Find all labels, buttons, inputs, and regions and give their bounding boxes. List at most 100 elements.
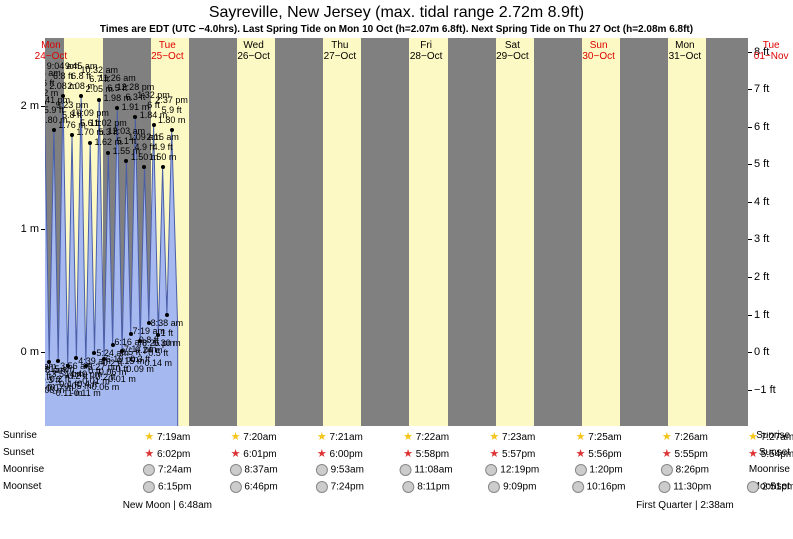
astro-moonset: 8:11pm: [402, 481, 449, 493]
date-label: Sun 30−Oct: [555, 40, 643, 62]
astro-moonset: 9:09pm: [488, 481, 536, 493]
moon-phase-note: First Quarter | 2:38am: [636, 500, 734, 511]
footer-row-label: Moonrise: [3, 464, 44, 475]
astro-sunrise: ★ 7:22am: [403, 430, 449, 443]
y-tick-right: 6 ft: [754, 121, 769, 133]
astro-sunrise: ★ 7:23am: [489, 430, 535, 443]
tide-extreme-dot: [161, 165, 165, 169]
tide-extreme-dot: [92, 351, 96, 355]
tide-chart: Sayreville, New Jersey (max. tidal range…: [0, 0, 793, 539]
tide-extreme-dot: [66, 364, 70, 368]
tide-extreme-dot: [124, 159, 128, 163]
astro-sunset: ★ 6:01pm: [231, 447, 277, 460]
y-tick-left: 0 m: [21, 346, 39, 358]
date-label: Fri 28−Oct: [382, 40, 470, 62]
astro-sunset: ★ 6:00pm: [317, 447, 363, 460]
star-icon: ★: [576, 431, 586, 443]
astro-sunset: ★ 5:58pm: [403, 447, 449, 460]
tide-extreme-dot: [120, 349, 124, 353]
moon-icon: [575, 464, 587, 476]
astro-moonrise: 12:19pm: [486, 464, 540, 476]
tide-extreme-dot: [142, 165, 146, 169]
date-label: Mon 31−Oct: [641, 40, 729, 62]
plot-area: 2:35 am -0.2 ft -0.05 m8:26 am 6.6 ft 2.…: [45, 38, 748, 426]
y-tick-right: 1 ft: [754, 309, 769, 321]
y-tick-right: 2 ft: [754, 271, 769, 283]
moon-icon: [747, 481, 759, 493]
moon-icon: [316, 464, 328, 476]
tide-extreme-dot: [102, 357, 106, 361]
tide-extreme-dot: [147, 321, 151, 325]
astro-moonrise: 11:08am: [400, 464, 453, 476]
astro-moonset: 6:46pm: [230, 481, 278, 493]
star-icon: ★: [403, 448, 413, 460]
astro-moonset: 2:51pm: [747, 481, 793, 493]
astro-moonrise: 9:53am: [316, 464, 364, 476]
moon-icon: [486, 464, 498, 476]
astro-sunrise: ★ 7:21am: [317, 430, 363, 443]
moon-icon: [402, 481, 414, 493]
tide-extreme-dot: [74, 356, 78, 360]
astro-sunset: ★ 5:56pm: [576, 447, 622, 460]
date-label: Wed 26−Oct: [210, 40, 298, 62]
tide-extreme-dot: [133, 115, 137, 119]
astro-sunrise: ★ 7:25am: [576, 430, 622, 443]
astro-sunrise: ★ 7:27am: [748, 430, 793, 443]
astro-moonset: 10:16pm: [572, 481, 626, 493]
y-tick-left: 2 m: [21, 100, 39, 112]
y-tick-right: 3 ft: [754, 233, 769, 245]
tide-extreme-dot: [79, 94, 83, 98]
y-tick-right: −1 ft: [754, 384, 776, 396]
astro-sunrise: ★ 7:26am: [662, 430, 708, 443]
date-label: Tue 25−Oct: [123, 40, 211, 62]
y-axis-left: 0 m1 m2 m: [0, 38, 45, 426]
date-label: Mon 24−Oct: [7, 40, 95, 62]
footer-row-label: Moonrise: [749, 464, 790, 475]
tide-extreme-dot: [138, 339, 142, 343]
astro-moonrise: 8:26pm: [661, 464, 709, 476]
astro-moonrise: 1:20pm: [575, 464, 623, 476]
astro-sunrise: ★ 7:19am: [144, 430, 190, 443]
astro-moonrise: 7:24am: [143, 464, 191, 476]
chart-subtitle: Times are EDT (UTC −4.0hrs). Last Spring…: [0, 24, 793, 35]
moon-icon: [572, 481, 584, 493]
chart-title: Sayreville, New Jersey (max. tidal range…: [0, 4, 793, 22]
tide-extreme-dot: [111, 343, 115, 347]
tide-extreme-dot: [129, 332, 133, 336]
y-axis-right: −1 ft0 ft1 ft2 ft3 ft4 ft5 ft6 ft7 ft8 f…: [748, 38, 793, 426]
star-icon: ★: [662, 431, 672, 443]
date-label: Tue 01−Nov: [727, 40, 793, 62]
tide-extreme-dot: [47, 360, 51, 364]
tide-extreme-dot: [70, 133, 74, 137]
y-tick-right: 7 ft: [754, 83, 769, 95]
tide-extreme-dot: [84, 364, 88, 368]
astro-sunset: ★ 6:02pm: [144, 447, 190, 460]
tide-extreme-dot: [156, 333, 160, 337]
y-tick-right: 0 ft: [754, 346, 769, 358]
moon-icon: [488, 481, 500, 493]
astro-sunset: ★ 5:55pm: [662, 447, 708, 460]
tide-extreme-dot: [170, 128, 174, 132]
star-icon: ★: [403, 431, 413, 443]
star-icon: ★: [662, 448, 672, 460]
astro-sunset: ★ 5:54pm: [748, 447, 793, 460]
star-icon: ★: [748, 431, 758, 443]
astro-moonset: 6:15pm: [143, 481, 191, 493]
star-icon: ★: [231, 431, 241, 443]
footer-row-label: Moonset: [3, 481, 41, 492]
star-icon: ★: [576, 448, 586, 460]
tide-extreme-dot: [97, 98, 101, 102]
tide-extreme-dot: [56, 359, 60, 363]
star-icon: ★: [489, 431, 499, 443]
tide-curve: [45, 38, 748, 426]
star-icon: ★: [748, 448, 758, 460]
astro-moonset: 11:30pm: [658, 481, 711, 493]
astro-sunrise: ★ 7:20am: [231, 430, 277, 443]
date-label: Sat 29−Oct: [468, 40, 556, 62]
star-icon: ★: [231, 448, 241, 460]
moon-phase-note: New Moon | 6:48am: [123, 500, 212, 511]
moon-icon: [143, 464, 155, 476]
moon-icon: [661, 464, 673, 476]
moon-icon: [230, 464, 242, 476]
star-icon: ★: [317, 431, 327, 443]
